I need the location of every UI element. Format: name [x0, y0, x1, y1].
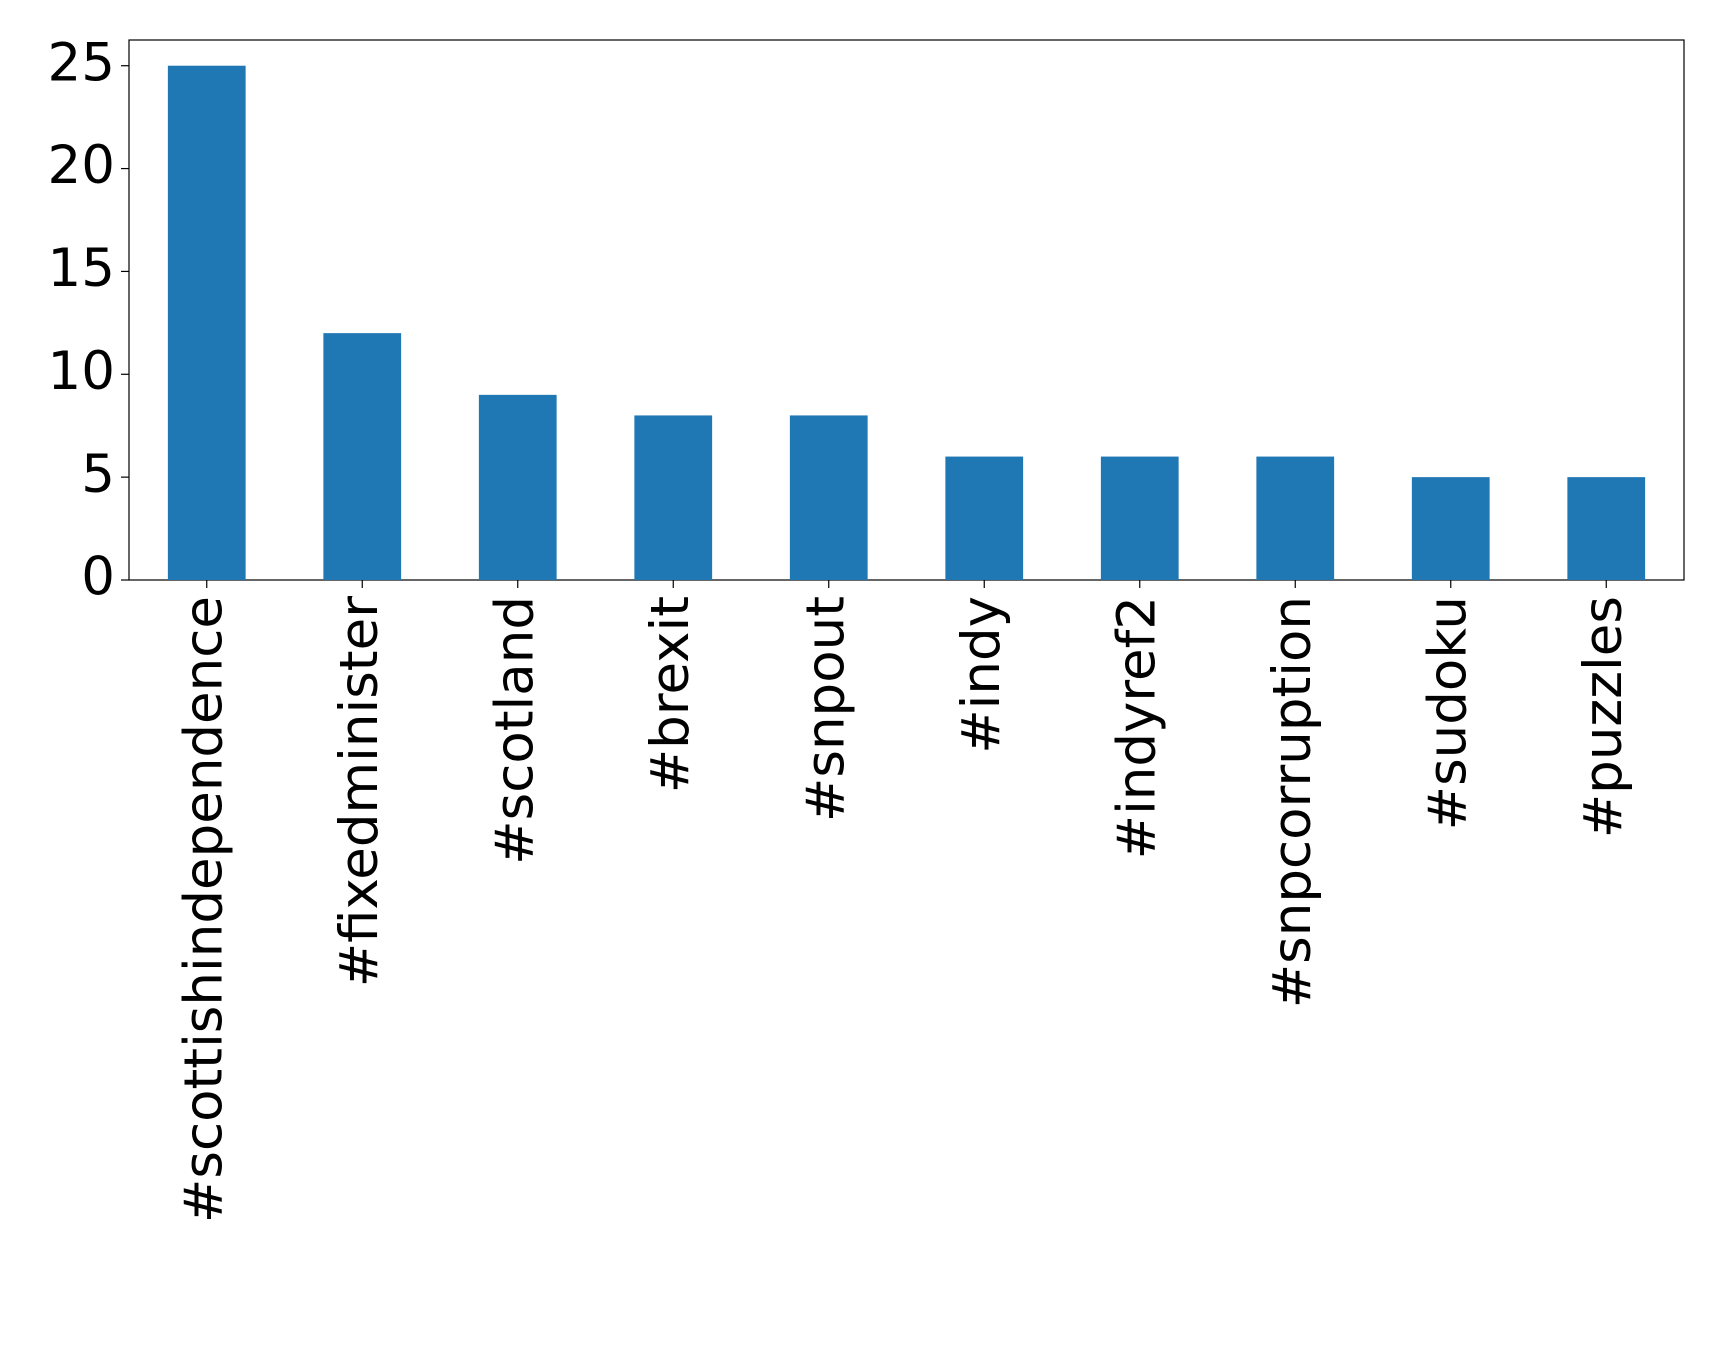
y-tick-label: 5 [81, 444, 115, 505]
x-tick-label: #indy [951, 596, 1012, 754]
bar [1411, 477, 1490, 580]
x-tick-label: #puzzles [1573, 596, 1634, 838]
bar [323, 333, 402, 580]
x-tick-label: #brexit [640, 596, 701, 793]
bar [945, 456, 1024, 580]
x-tick-label: #snpout [795, 596, 856, 822]
x-tick-label: #indyref2 [1106, 596, 1167, 859]
y-tick-label: 0 [81, 547, 115, 608]
y-tick-label: 20 [48, 135, 115, 196]
x-tick-label: #scottishindependence [173, 596, 234, 1223]
y-tick-label: 10 [48, 341, 115, 402]
x-tick-label: #scotland [484, 596, 545, 865]
x-tick-label: #sudoku [1417, 596, 1478, 830]
x-tick-label: #fixedminister [329, 596, 390, 987]
bar [789, 415, 868, 580]
y-tick-label: 15 [48, 238, 115, 299]
bar [167, 65, 246, 580]
x-tick-label: #snpcorruption [1262, 596, 1323, 1008]
bar [1100, 456, 1179, 580]
plot-frame [128, 39, 1685, 581]
bar [634, 415, 713, 580]
bar [1256, 456, 1335, 580]
bar [478, 394, 557, 580]
bar [1567, 477, 1646, 580]
y-tick-label: 25 [48, 32, 115, 93]
